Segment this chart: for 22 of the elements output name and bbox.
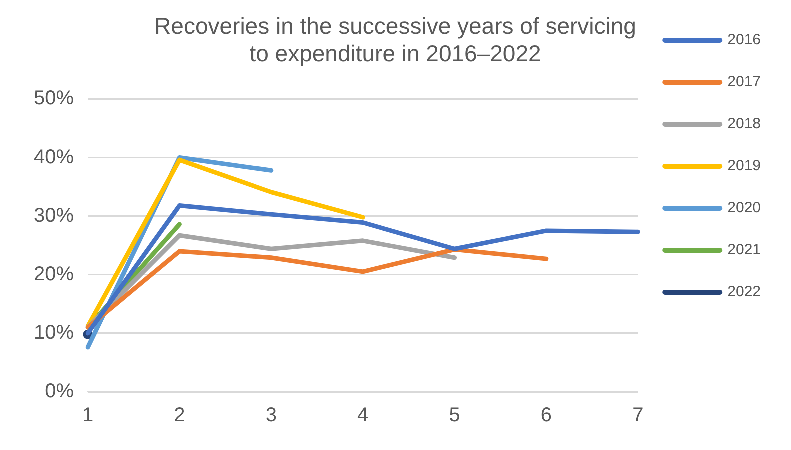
legend-label: 2017 bbox=[728, 74, 762, 91]
legend-label: 2022 bbox=[728, 284, 762, 301]
x-tick-label: 1 bbox=[82, 404, 94, 427]
legend-label: 2019 bbox=[728, 158, 762, 175]
y-tick-label: 20% bbox=[34, 263, 74, 286]
legend-label: 2018 bbox=[728, 116, 762, 133]
x-tick-label: 4 bbox=[358, 404, 369, 427]
x-tick-label: 5 bbox=[449, 404, 460, 427]
x-tick-label: 2 bbox=[174, 404, 186, 427]
y-tick-label: 10% bbox=[34, 322, 74, 344]
legend-label: 2021 bbox=[728, 242, 762, 259]
x-tick-label: 7 bbox=[632, 404, 644, 427]
y-tick-label: 50% bbox=[34, 88, 74, 110]
y-tick-label: 0% bbox=[45, 380, 74, 403]
text: to expenditure in 2016–2022 bbox=[250, 40, 542, 67]
y-tick-label: 40% bbox=[34, 146, 74, 168]
y-tick-label: 30% bbox=[34, 204, 74, 227]
x-tick-label: 6 bbox=[540, 404, 552, 427]
text: Recoveries in the successive years of servicing bbox=[154, 13, 636, 40]
legend-label: 2016 bbox=[728, 32, 762, 49]
x-tick-label: 3 bbox=[266, 404, 277, 427]
legend-label: 2020 bbox=[728, 200, 762, 217]
